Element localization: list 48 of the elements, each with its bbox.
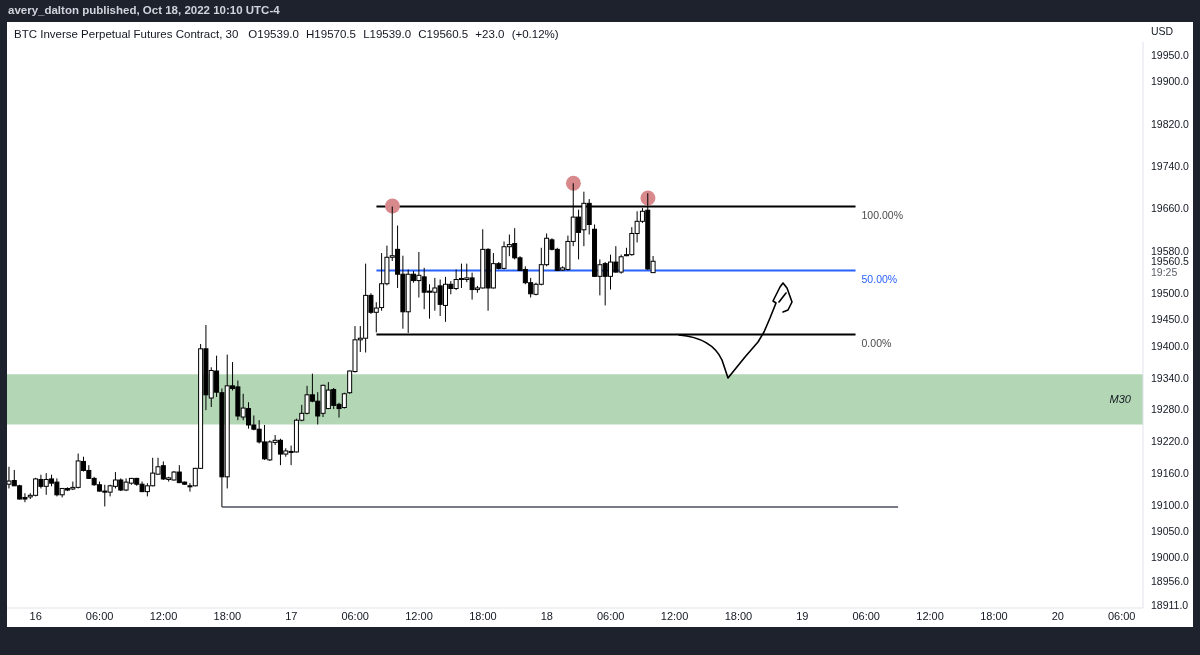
y-tick-label: 19900.0 [1151,75,1190,88]
x-tick-label: 18:00 [724,609,753,622]
point [565,175,581,191]
y-tick-label: 19000.0 [1151,551,1190,564]
y-tick-label: 18956.0 [1151,574,1190,587]
x-tick-label: 12:00 [149,609,178,622]
x-tick-label: 06:00 [596,609,625,622]
x-tick-label: 18 [540,609,553,622]
x-tick-label: 06:00 [1107,609,1136,622]
x-tick-label: 12:00 [916,609,944,622]
y-tick-label: 19450.0 [1151,313,1190,326]
x-tick-label: 17 [285,609,298,622]
x-tick-label: 19 [796,609,809,622]
y-tick-label: 19660.0 [1151,202,1190,215]
y-tick-label: 19160.0 [1151,466,1190,479]
y-tick-label: 19050.0 [1151,525,1190,538]
series-label: 100.00% [861,208,903,221]
x-tick-label: 06:00 [341,609,369,622]
chart-subtitle: O19539.0 H19570.5 L19539.0 C19560.5 +23.0 (+0.12%) [248,28,559,40]
text: 19:25 [1151,266,1178,279]
y-tick-label: 19280.0 [1151,403,1190,416]
point [384,198,400,214]
x-tick-label: 06:00 [852,609,880,622]
text: avery_dalton published, Oct 18, 2022 10:10 UTC-4 [8,4,280,16]
x-tick-label: 12:00 [405,609,433,622]
chart-title: BTC Inverse Perpetual Futures Contract, 30 [14,28,239,40]
x-tick-label: 20 [1051,609,1064,622]
series-label: 0.00% [861,336,892,349]
y-tick-label: 19340.0 [1151,371,1190,384]
y-axis-title: USD [1151,25,1174,37]
y-tick-label: 19400.0 [1151,339,1190,352]
y-tick-label: 19500.0 [1151,286,1190,299]
y-tick-label: 19220.0 [1151,435,1190,448]
y-tick-label: 19820.0 [1151,117,1190,130]
y-tick-label: 18911.0 [1151,598,1189,611]
x-tick-label: 16 [29,609,42,622]
x-tick-label: 06:00 [85,609,114,622]
y-tick-label: 19740.0 [1151,160,1190,173]
x-tick-label: 18:00 [469,609,497,622]
x-tick-label: 12:00 [660,609,689,622]
x-tick-label: 18:00 [213,609,242,622]
y-tick-label: 19560.5 [1151,254,1190,267]
y-tick-label: 19950.0 [1151,48,1190,61]
band-label: M30 [1109,393,1132,406]
y-tick-label: 19100.0 [1151,498,1190,511]
x-tick-label: 18:00 [980,609,1008,622]
series-label: 50.00% [861,272,898,285]
y-tick-label: 19580.0 [1151,244,1190,257]
